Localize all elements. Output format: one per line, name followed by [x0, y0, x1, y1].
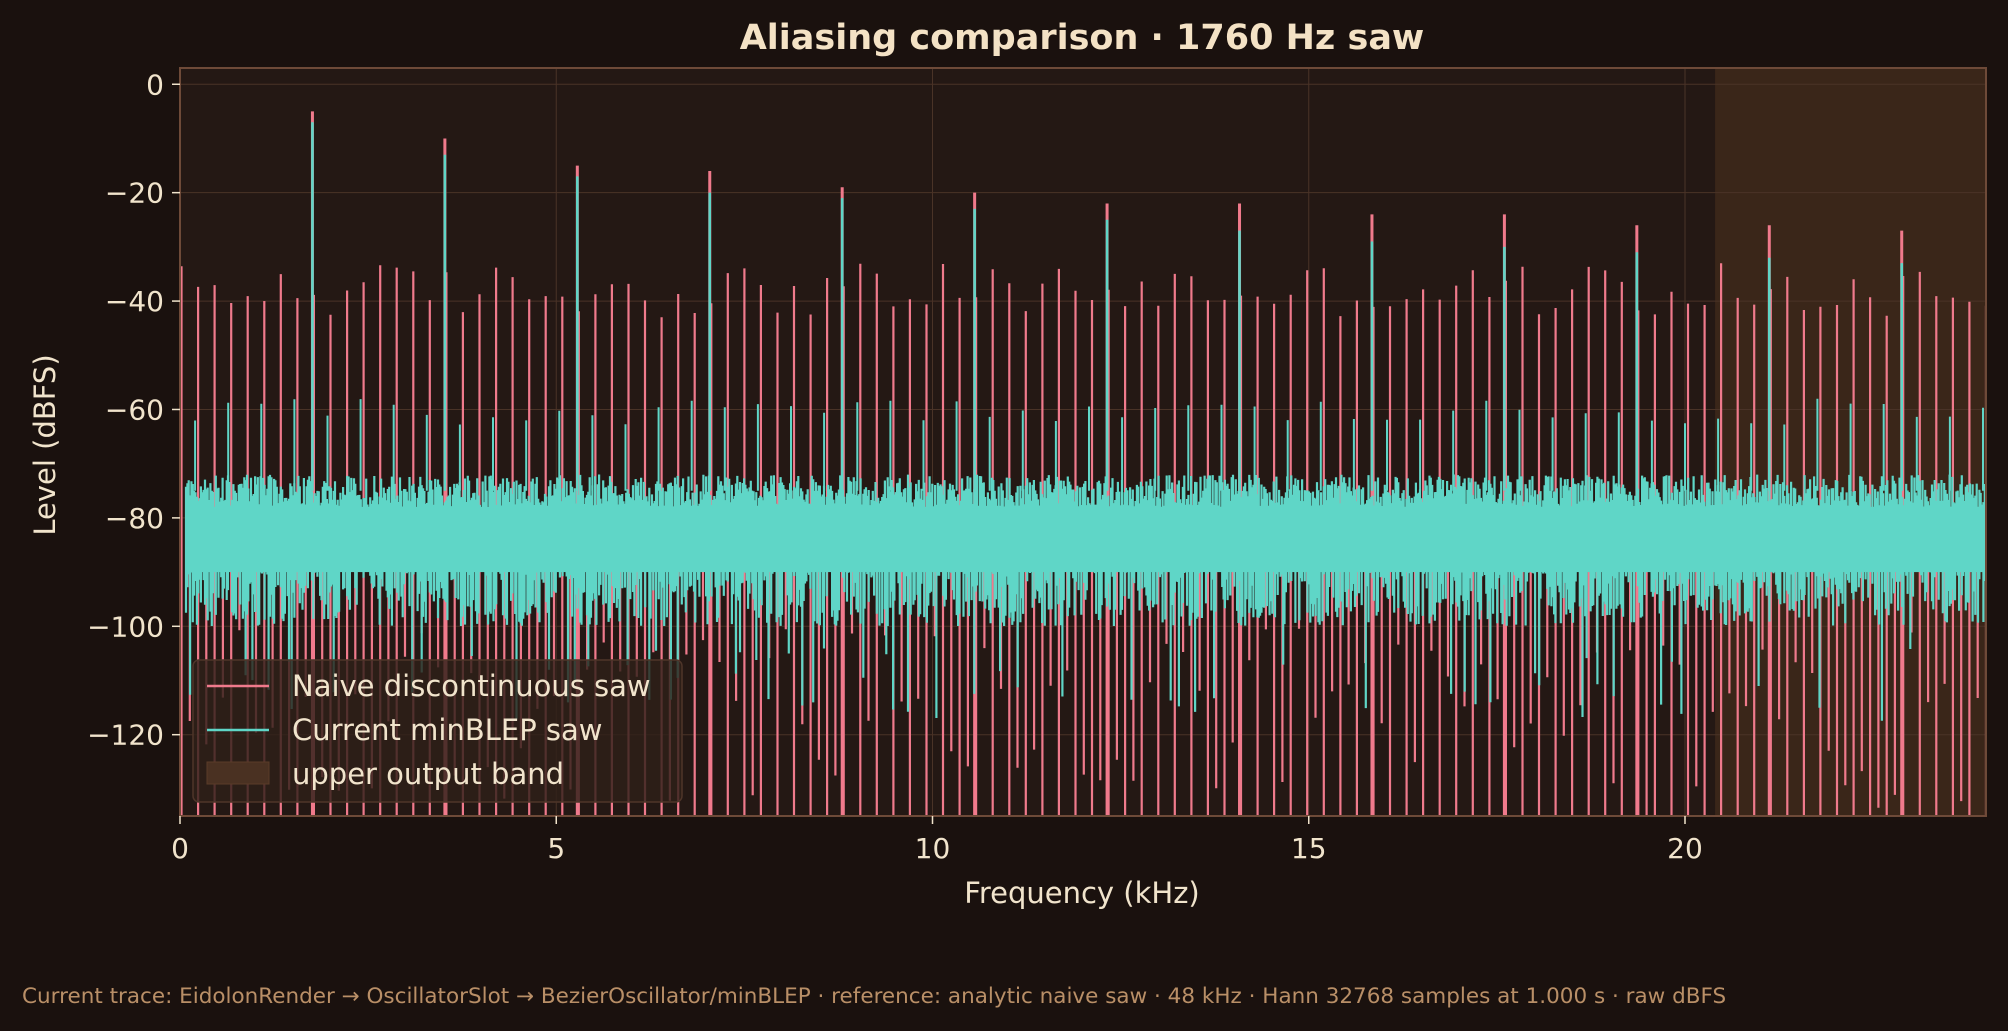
- x-axis-label: Frequency (kHz): [964, 876, 1199, 910]
- y-axis-ticks: 0 −20 −40 −60 −80 −100 −120: [87, 68, 180, 752]
- x-tick-label: 15: [1291, 832, 1327, 865]
- footnote: Current trace: EidolonRender → Oscillato…: [22, 984, 1726, 1009]
- legend-label-band: upper output band: [292, 757, 564, 791]
- legend-box: [192, 659, 683, 803]
- minblep-spurs: [194, 398, 1984, 491]
- y-tick-label: −80: [105, 502, 164, 535]
- x-tick-label: 0: [171, 832, 189, 865]
- minblep-saw-series: [184, 122, 1986, 721]
- minblep-band-core: [186, 507, 1986, 573]
- legend: Naive discontinuous saw Current minBLEP …: [192, 659, 683, 803]
- legend-swatch-band: [206, 761, 270, 785]
- y-tick-label: 0: [146, 68, 164, 101]
- x-tick-label: 20: [1667, 832, 1703, 865]
- plot-frame: [179, 67, 1987, 817]
- chart-title: Aliasing comparison · 1760 Hz saw: [740, 18, 1425, 58]
- legend-label-minblep: Current minBLEP saw: [292, 713, 603, 747]
- y-tick-label: −40: [105, 285, 164, 318]
- x-tick-label: 10: [915, 832, 951, 865]
- y-tick-label: −60: [105, 393, 164, 426]
- y-axis-label: Level (dBFS): [28, 354, 62, 535]
- y-tick-label: −120: [87, 719, 164, 752]
- legend-label-naive: Naive discontinuous saw: [292, 669, 651, 703]
- y-tick-label: −100: [87, 610, 164, 643]
- x-axis-ticks: 0 5 10 15 20: [171, 816, 1703, 865]
- y-tick-label: −20: [105, 177, 164, 210]
- x-tick-label: 5: [547, 832, 565, 865]
